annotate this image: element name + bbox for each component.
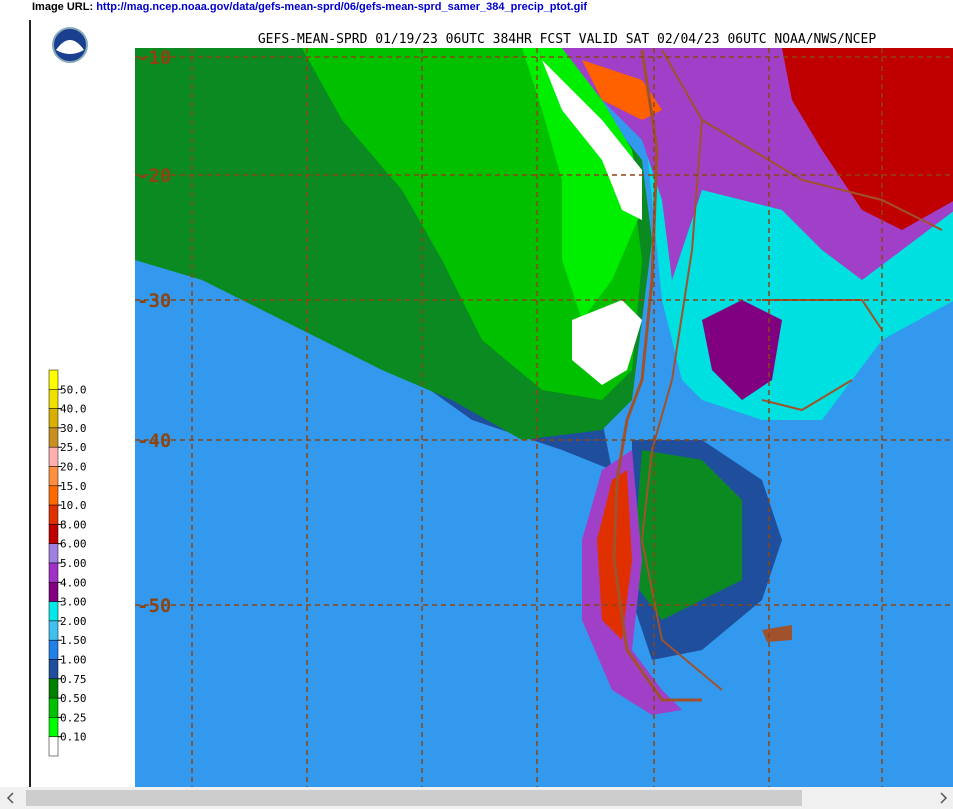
legend-label: 1.50	[60, 634, 87, 647]
legend-label: 0.75	[60, 673, 87, 686]
legend-swatch	[48, 427, 59, 448]
scroll-left-arrow[interactable]	[6, 792, 14, 804]
orange-region	[582, 60, 662, 120]
legend-swatch	[48, 524, 59, 544]
legend-label: 15.0	[60, 480, 87, 493]
legend-swatch	[48, 446, 59, 467]
image-frame: -10 -20 -30 -40 -50 GEFS-MEAN-SPRD 01/19/23 …	[29, 20, 953, 787]
legend-swatch	[48, 582, 59, 602]
legend-label: 2.00	[60, 615, 87, 628]
legend-swatch	[48, 601, 59, 622]
latitude-label: -40	[137, 430, 171, 452]
legend-swatch	[48, 369, 59, 390]
legend-swatch	[48, 697, 59, 718]
legend-label: 0.50	[60, 692, 87, 705]
legend-label: 3.00	[60, 596, 87, 609]
legend-swatch	[48, 659, 59, 680]
legend-swatch	[48, 504, 59, 525]
latitude-label: -50	[137, 595, 171, 617]
red-region	[782, 48, 953, 230]
white-region	[542, 60, 642, 220]
legend-swatch	[48, 562, 59, 583]
noaa-logo-bird	[56, 40, 84, 54]
horizontal-scrollbar[interactable]	[0, 787, 953, 809]
legend-label: 40.0	[60, 403, 87, 416]
scrollbar-graphics	[6, 790, 948, 806]
legend-swatch	[48, 620, 59, 641]
purple-spot	[702, 300, 782, 400]
legend-label: 0.25	[60, 711, 87, 724]
legend-label: 8.00	[60, 518, 87, 531]
patagonia-green	[632, 450, 742, 620]
legend-swatch	[48, 678, 59, 699]
legend-label: 25.0	[60, 441, 87, 454]
legend-label: 1.00	[60, 654, 87, 667]
latitude-label: -30	[137, 290, 171, 312]
scroll-right-arrow[interactable]	[940, 792, 948, 804]
legend-label: 4.00	[60, 576, 87, 589]
legend-label: 10.0	[60, 499, 87, 512]
legend-swatch	[48, 408, 59, 429]
legend-label: 30.0	[60, 422, 87, 435]
legend-label: 6.00	[60, 538, 87, 551]
url-label: Image URL:	[32, 1, 94, 13]
legend-label: 5.00	[60, 557, 87, 570]
bright-green-region	[522, 48, 642, 320]
legend: 50.0 40.0 30.0 25.0 20.0 15.0 10.0 8.00 6.00 5.00…	[48, 369, 87, 757]
legend-label: 20.0	[60, 461, 87, 474]
legend-swatch	[48, 736, 59, 757]
grid	[135, 48, 953, 787]
legend-swatch	[48, 389, 59, 409]
legend-swatch	[48, 717, 59, 737]
legend-swatch	[48, 639, 59, 660]
white-region	[572, 300, 642, 385]
scroll-thumb[interactable]	[26, 790, 802, 806]
latitude-labels: -10 -20 -30 -40 -50	[137, 47, 171, 617]
legend-label: 50.0	[60, 383, 87, 396]
legend-swatch	[48, 543, 59, 564]
image-url-link[interactable]: http://mag.ncep.noaa.gov/data/gefs-mean-…	[96, 1, 588, 13]
legend-swatch	[48, 485, 59, 506]
borders	[640, 49, 943, 691]
coastline	[612, 49, 702, 702]
image-url-bar: Image URL: http://mag.ncep.noaa.gov/data…	[32, 1, 587, 13]
latitude-label: -20	[137, 165, 171, 187]
map-title: GEFS-MEAN-SPRD 01/19/23 06UTC 384HR FCST…	[258, 32, 876, 47]
latitude-label: -10	[137, 47, 171, 69]
legend-label: 0.10	[60, 731, 87, 744]
legend-swatch	[48, 466, 59, 487]
precip-map: -10 -20 -30 -40 -50 GEFS-MEAN-SPRD 01/19/23 …	[48, 27, 953, 787]
